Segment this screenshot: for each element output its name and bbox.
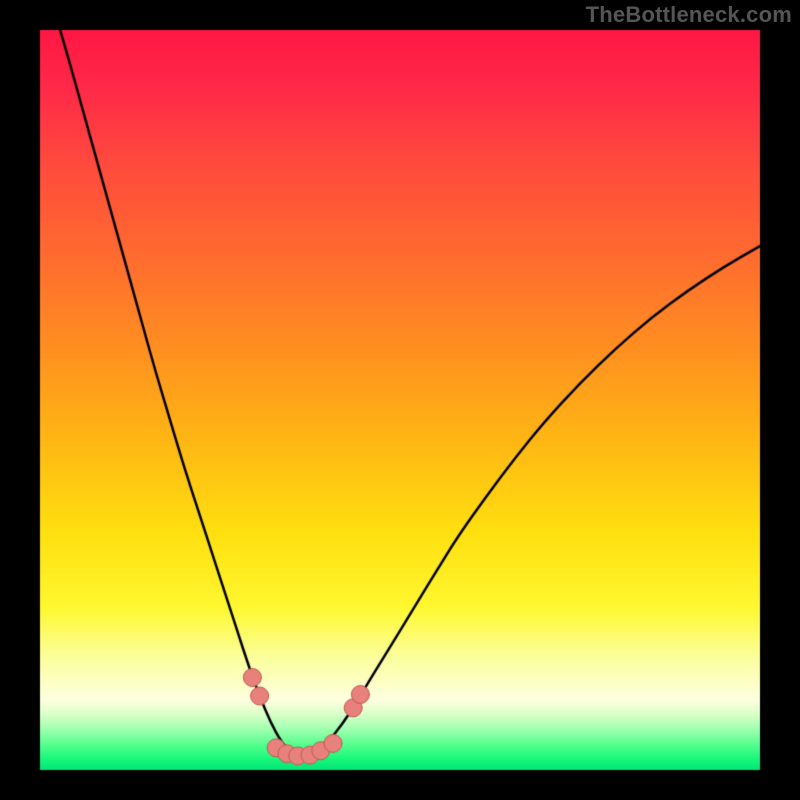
chart-container: TheBottleneck.com: [0, 0, 800, 800]
watermark-label: TheBottleneck.com: [586, 2, 792, 28]
bottleneck-curve-chart: [0, 0, 800, 800]
